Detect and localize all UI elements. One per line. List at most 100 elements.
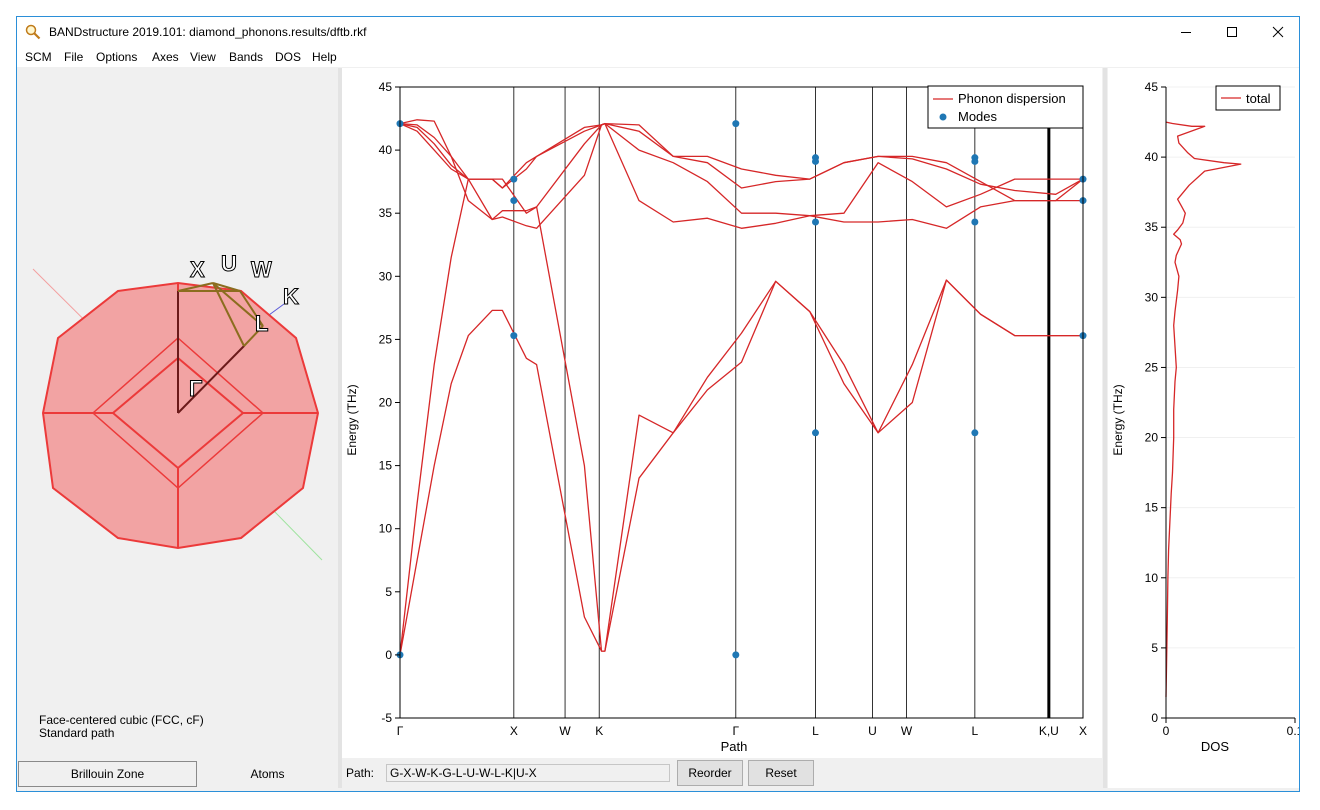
- dos-y-tick-label: 25: [1145, 360, 1159, 374]
- bz-label-x: X: [190, 257, 205, 282]
- band-y-tick-label: 40: [379, 143, 393, 157]
- bz-edge: [57, 290, 119, 339]
- close-button[interactable]: [1255, 17, 1299, 47]
- dos-x-tick-label: 0: [1163, 724, 1170, 738]
- dos-chart[interactable]: 0 5 10 15 20 25 30 35 40 45 0 0.1 total DOS Energy …: [1108, 68, 1300, 788]
- mode-marker: [811, 429, 819, 437]
- bz-edge: [52, 487, 119, 539]
- mode-marker: [971, 157, 979, 165]
- band-x-tick-label: K,U: [1039, 724, 1059, 738]
- dos-plot[interactable]: 0 5 10 15 20 25 30 35 40 45 0 0.1 total DOS Energy …: [1108, 68, 1300, 788]
- band-x-tick-label: X: [510, 724, 518, 738]
- menu-help[interactable]: Help: [312, 50, 337, 64]
- menu-bands[interactable]: Bands: [229, 50, 264, 64]
- menu-options[interactable]: Options: [96, 50, 138, 64]
- path-type: Standard path: [39, 726, 115, 740]
- phonon-band-6: [399, 122, 1084, 202]
- dos-y-tick-label: 15: [1145, 501, 1159, 515]
- phonon-band-1: [399, 279, 1083, 656]
- bz-point-labels: X U W K L Γ: [189, 251, 300, 402]
- phonon-band-3: [399, 119, 1083, 229]
- band-structure-chart[interactable]: Γ X W K Γ L U W L K,U X -5 0 5 10 15 20 25 30 35 40 45 Phonon…: [342, 68, 1102, 758]
- band-x-tick-label: K: [595, 724, 603, 738]
- band-x-tick-label: X: [1079, 724, 1087, 738]
- bz-label-l: L: [255, 311, 268, 336]
- band-x-tick-label: W: [559, 724, 571, 738]
- band-y-tick-label: 35: [379, 206, 393, 220]
- dos-y-tick-label: 10: [1145, 571, 1159, 585]
- maximize-button[interactable]: [1209, 17, 1255, 47]
- band-y-tick-label: 5: [385, 585, 392, 599]
- bz-label-u: U: [221, 251, 237, 276]
- bz-label-gamma: Γ: [189, 376, 202, 401]
- bz-label-k: K: [283, 284, 299, 309]
- band-y-tick-label: 30: [379, 269, 393, 283]
- tab-atoms[interactable]: Atoms: [198, 761, 337, 787]
- dos-legend-total: total: [1246, 91, 1271, 106]
- band-x-tick-label: L: [812, 724, 819, 738]
- band-x-tick-label: L: [972, 724, 979, 738]
- left-splitter[interactable]: [338, 68, 342, 788]
- legend-phonon-dispersion: Phonon dispersion: [958, 91, 1066, 106]
- legend-modes: Modes: [958, 109, 998, 124]
- reset-button[interactable]: Reset: [748, 760, 814, 786]
- mode-marker: [811, 157, 819, 165]
- menu-dos[interactable]: DOS: [275, 50, 302, 64]
- dos-x-tick-label: 0.1: [1287, 724, 1300, 738]
- band-x-tick-label: Γ: [397, 724, 404, 738]
- lattice-info: Face-centered cubic (FCC, cF) Standard p…: [39, 714, 204, 740]
- band-x-tick-label: W: [901, 724, 913, 738]
- band-y-tick-label: 15: [379, 459, 393, 473]
- mode-marker: [811, 218, 819, 226]
- tab-brillouin-zone[interactable]: Brillouin Zone: [18, 761, 197, 787]
- reorder-button[interactable]: Reorder: [677, 760, 743, 786]
- high-symmetry-path: [177, 282, 264, 414]
- dos-y-axis-label: Energy (THz): [1111, 384, 1125, 455]
- dos-legend: total: [1215, 85, 1281, 111]
- dos-y-tick-label: 20: [1145, 431, 1159, 445]
- title-bar: BANDstructure 2019.101: diamond_phonons.…: [17, 17, 1299, 47]
- band-y-tick-label: -5: [381, 711, 392, 725]
- band-x-axis-label: Path: [721, 739, 748, 754]
- minimize-button[interactable]: [1163, 17, 1209, 47]
- dos-y-tick-label: 0: [1151, 711, 1158, 725]
- dos-x-axis-label: DOS: [1201, 739, 1230, 754]
- bz-label-w: W: [251, 257, 272, 282]
- menu-scm[interactable]: SCM: [25, 50, 52, 64]
- band-x-tick-label: U: [868, 724, 877, 738]
- dos-y-tick-label: 30: [1145, 290, 1159, 304]
- legend-box: [927, 85, 1084, 129]
- band-y-tick-label: 20: [379, 396, 393, 410]
- bz-edge: [240, 487, 304, 539]
- dos-y-tick-label: 35: [1145, 220, 1159, 234]
- band-y-tick-label: 45: [379, 80, 393, 94]
- mode-marker: [971, 429, 979, 437]
- band-x-tick-label: Γ: [733, 724, 740, 738]
- dos-y-tick-label: 40: [1145, 150, 1159, 164]
- path-input[interactable]: G-X-W-K-G-L-U-W-L-K|U-X: [386, 764, 670, 782]
- menu-bar: SCM File Options Axes View Bands DOS Hel…: [17, 47, 1299, 67]
- mode-marker: [732, 120, 740, 128]
- brillouin-zone-view[interactable]: X U W K L Γ: [18, 68, 338, 760]
- close-icon: [1272, 26, 1284, 38]
- menu-axes[interactable]: Axes: [152, 50, 179, 64]
- menu-view[interactable]: View: [190, 50, 216, 64]
- brillouin-zone-panel[interactable]: X U W K L Γ Face-centered cubic (FCC, cF…: [18, 68, 338, 760]
- dos-y-tick-label: 45: [1145, 80, 1159, 94]
- dos-total-line: [1165, 121, 1242, 698]
- app-icon: [25, 24, 41, 40]
- dos-y-tick-label: 5: [1151, 641, 1158, 655]
- band-y-axis-label: Energy (THz): [345, 384, 359, 455]
- band-structure-plot[interactable]: Γ X W K Γ L U W L K,U X -5 0 5 10 15 20 25 30 35 40 45 Phonon…: [342, 68, 1102, 758]
- mode-marker: [732, 651, 740, 659]
- phonon-band-2: [399, 178, 1083, 655]
- window-title: BANDstructure 2019.101: diamond_phonons.…: [49, 25, 367, 39]
- mode-marker: [510, 332, 518, 340]
- dos-legend-box: [1215, 85, 1281, 111]
- right-splitter[interactable]: [1103, 68, 1107, 788]
- lattice-type: Face-centered cubic (FCC, cF): [39, 713, 204, 727]
- path-bar: Path: G-X-W-K-G-L-U-W-L-K|U-X Reorder Re…: [342, 758, 1102, 788]
- minimize-icon: [1181, 32, 1191, 33]
- band-y-tick-label: 10: [379, 522, 393, 536]
- menu-file[interactable]: File: [64, 50, 84, 64]
